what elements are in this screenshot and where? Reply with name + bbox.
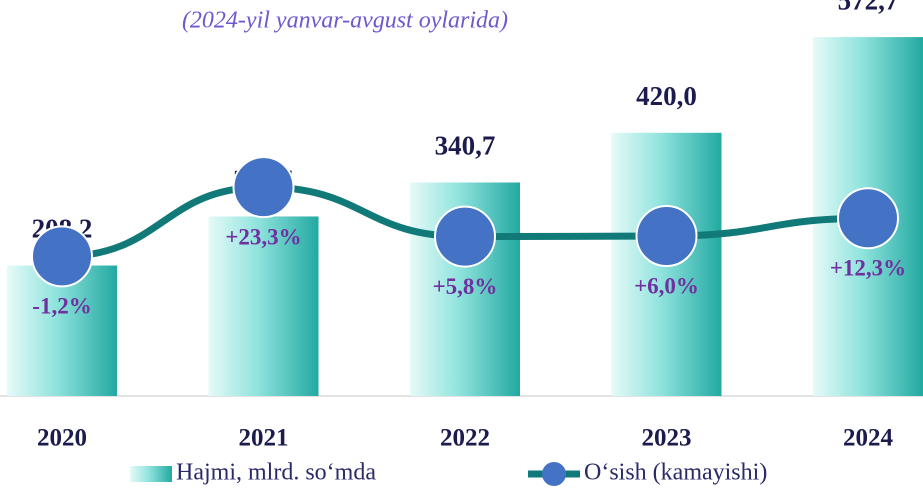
bar-value-label: 572,7: [838, 0, 899, 15]
x-tick-label: 2023: [642, 425, 692, 452]
line-marker: [635, 205, 698, 268]
x-tick-label: 2021: [239, 425, 289, 452]
line-value-label: +6,0%: [634, 273, 699, 298]
bar: [208, 216, 319, 396]
x-tick-label: 2020: [37, 425, 87, 452]
line-marker: [31, 225, 93, 288]
legend-label: O‘sish (kamayishi): [584, 460, 767, 486]
x-tick-label: 2024: [843, 425, 894, 452]
legend-swatch: [130, 466, 172, 482]
legend-label: Hajmi, mlrd. so‘mda: [176, 460, 376, 486]
x-tick-label: 2022: [440, 425, 490, 452]
line-value-label: +12,3%: [830, 256, 906, 281]
line-marker: [434, 205, 496, 268]
legend-swatch: [542, 462, 566, 486]
line-marker: [232, 156, 295, 219]
line-marker: [837, 187, 899, 250]
bar-value-label: 420,0: [636, 81, 697, 111]
line-value-label: -1,2%: [32, 294, 91, 319]
line-value-label: +23,3%: [225, 224, 301, 249]
line-value-label: +5,8%: [433, 274, 498, 299]
bar-value-label: 340,7: [435, 131, 496, 161]
chart-subtitle: (2024-yil yanvar-avgust oylarida): [182, 8, 508, 34]
